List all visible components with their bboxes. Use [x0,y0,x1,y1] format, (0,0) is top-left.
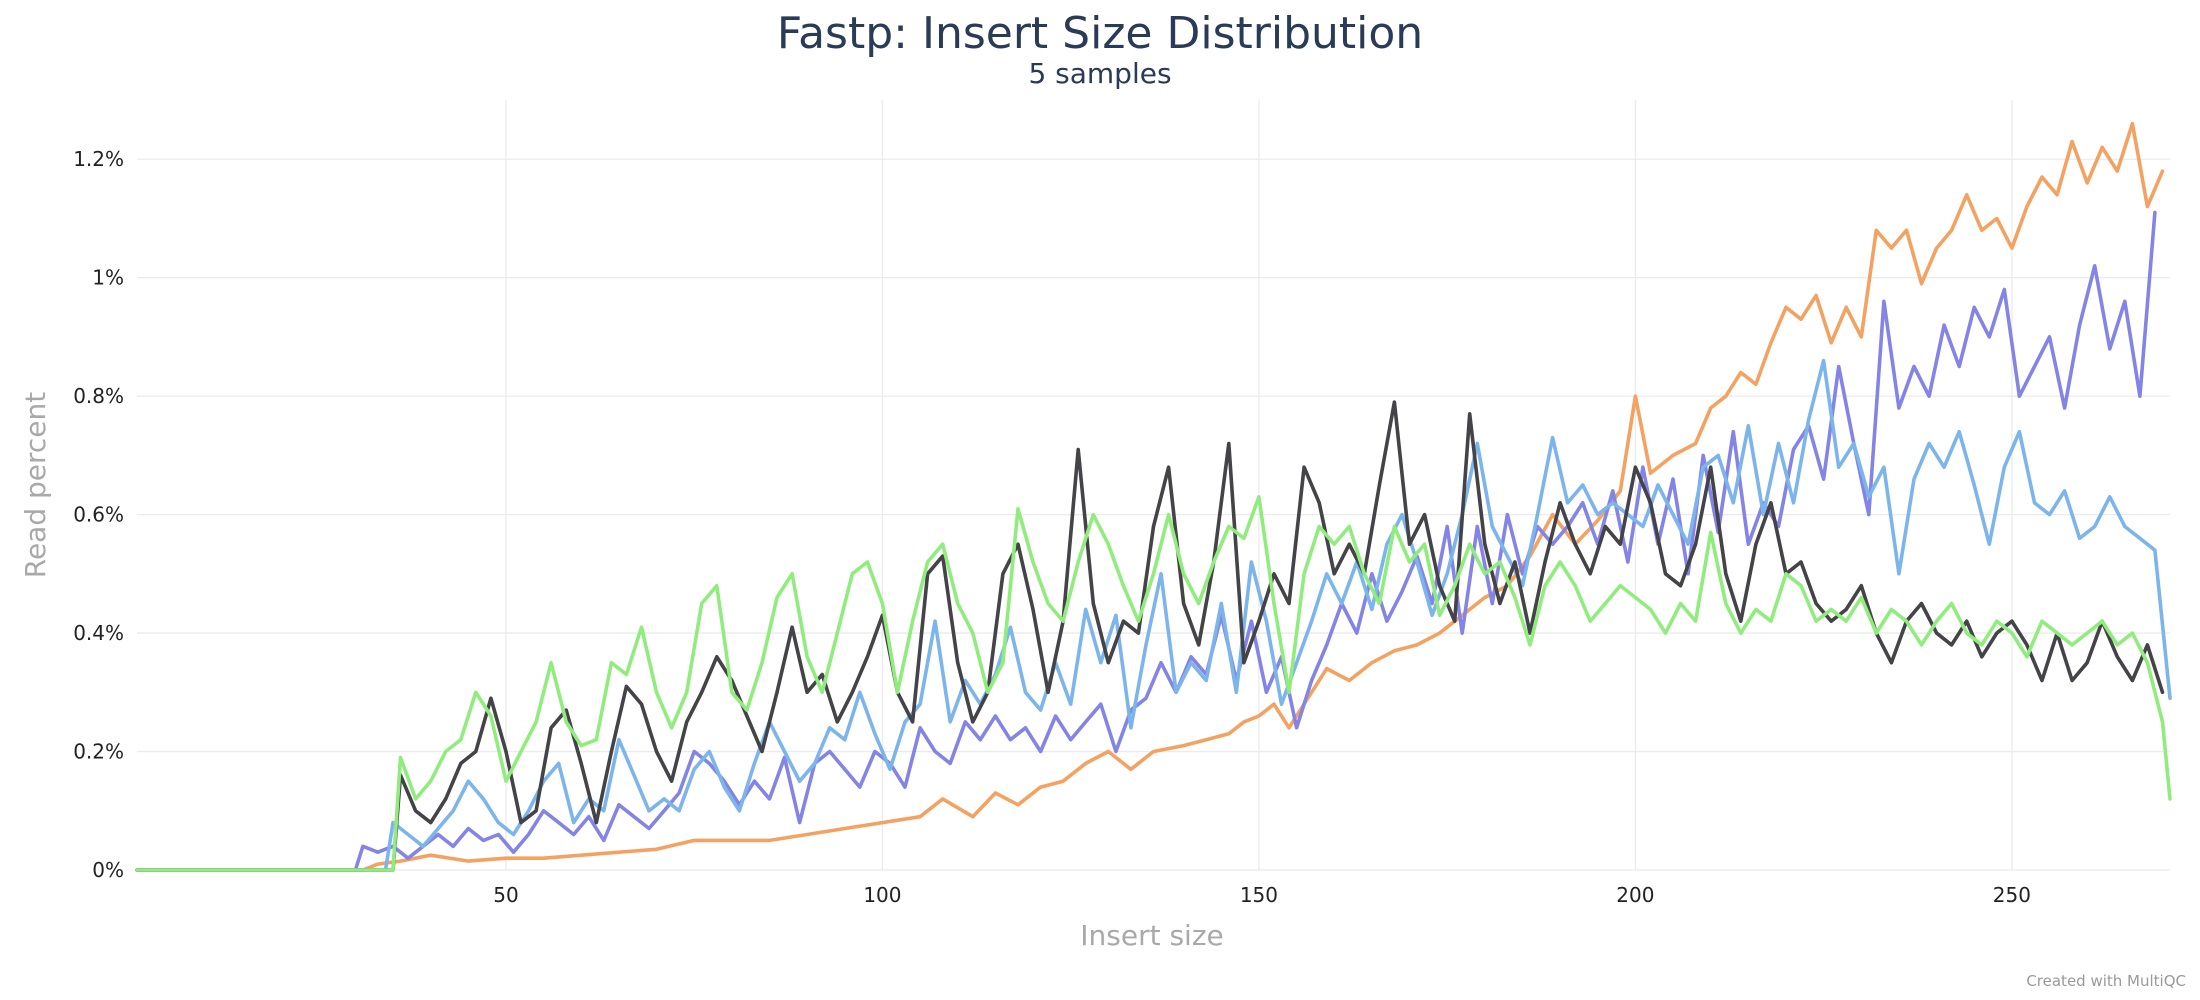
y-tick-label: 0.4% [73,621,124,645]
y-tick-label: 0.8% [73,384,124,408]
chart-title: Fastp: Insert Size Distribution [776,8,1424,59]
x-tick-label: 250 [1993,883,2031,907]
y-tick-label: 0.2% [73,740,124,764]
gridlines [137,100,2170,871]
series-line-4 [135,400,2165,872]
x-tick-label: 50 [493,883,518,907]
chart-subtitle: 5 samples [1028,57,1172,90]
series-line-3 [135,358,2172,872]
series-lines [135,121,2172,872]
series-line-1 [135,121,2165,872]
x-tick-label: 200 [1616,883,1654,907]
y-tick-label: 1.2% [73,147,124,171]
y-tick-label: 1% [92,266,124,290]
x-tick-label: 150 [1240,883,1278,907]
series-line-5 [135,495,2172,872]
axis-ticks: 0% 0.2% 0.4% 0.6% 0.8% 1% 1.2% 50 100 150 200 250 [73,147,2031,907]
y-tick-label: 0.6% [73,503,124,527]
series-line-2 [135,210,2157,872]
y-axis-title: Read percent [19,392,52,579]
multiqc-credit: Created with MultiQC [2026,972,2186,990]
x-tick-label: 100 [863,883,901,907]
y-tick-label: 0% [92,858,124,882]
x-axis-title: Insert size [1080,919,1224,952]
